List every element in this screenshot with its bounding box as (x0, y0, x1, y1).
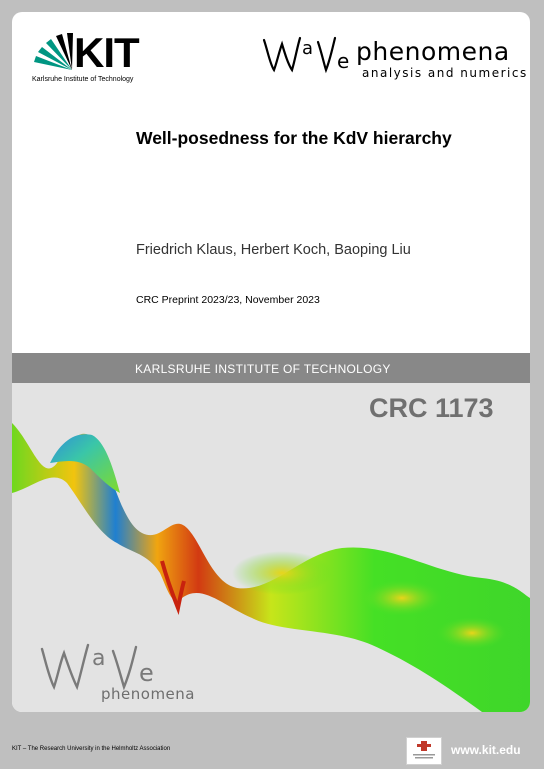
wave-surface-image (12, 423, 530, 712)
institute-band: KARLSRUHE INSTITUTE OF TECHNOLOGY (12, 353, 530, 383)
document-title: Well-posedness for the KdV hierarchy (136, 128, 452, 148)
crc-label: CRC 1173 (369, 393, 494, 423)
wave-logo-glyph: a e (262, 36, 349, 74)
association-text: KIT – The Research University in the Hel… (12, 746, 171, 752)
svg-text:a: a (302, 38, 313, 59)
wave-phenomena-logo: a e phenomena analysis and numerics (262, 32, 526, 92)
kit-logo: KIT Karlsruhe Institute of Technology (32, 32, 142, 90)
preprint-cover: KIT Karlsruhe Institute of Technology a … (12, 12, 530, 712)
helmholtz-emblem (406, 737, 442, 765)
emblem-icon (413, 741, 435, 759)
svg-text:a: a (92, 646, 105, 671)
document-authors: Friedrich Klaus, Herbert Koch, Baoping L… (136, 242, 411, 258)
kit-fan-icon (34, 33, 73, 70)
institute-band-text: KARLSRUHE INSTITUTE OF TECHNOLOGY (135, 362, 391, 376)
svg-text:e: e (139, 659, 154, 687)
kit-logo-subtitle: Karlsruhe Institute of Technology (32, 76, 134, 83)
bottom-wave-logo: a e phenomena (40, 635, 220, 705)
wave-surface-illustration: CRC 1173 a e phenomena (12, 383, 530, 712)
preprint-info: CRC Preprint 2023/23, November 2023 (136, 294, 320, 306)
bottom-wave-logo-text: phenomena (101, 685, 195, 703)
wave-logo-text: phenomena (356, 37, 510, 66)
wave-logo-subtitle: analysis and numerics (362, 66, 528, 80)
kit-logo-text: KIT (74, 29, 140, 76)
bottom-wave-glyph: a e (40, 643, 154, 691)
kit-url-link[interactable]: www.kit.edu (451, 743, 521, 757)
svg-text:e: e (337, 49, 349, 73)
